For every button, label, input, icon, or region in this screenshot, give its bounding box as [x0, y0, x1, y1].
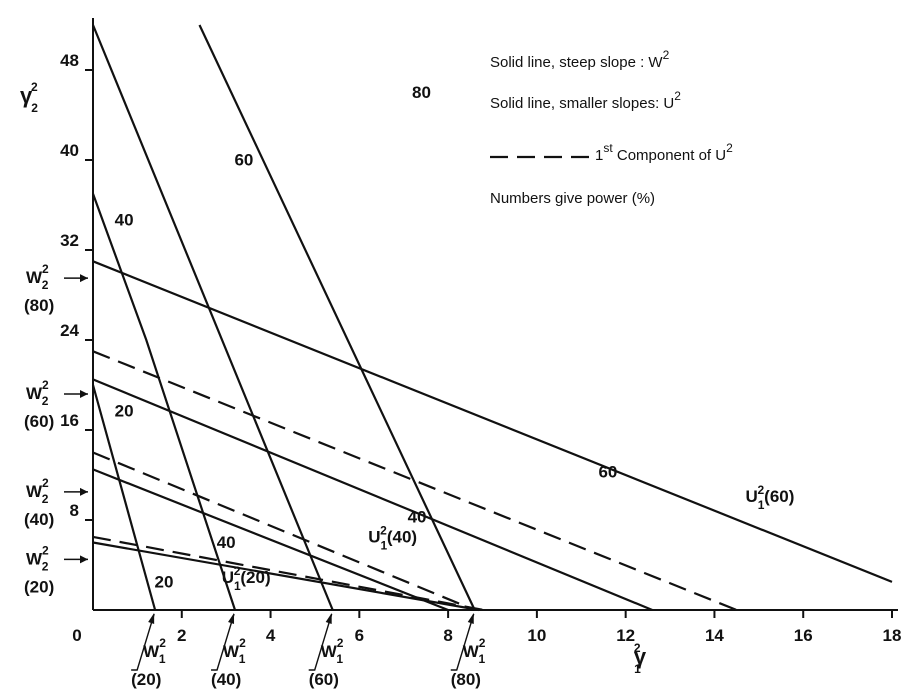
series-line-9: [92, 535, 484, 612]
w1-arrowhead: [467, 613, 474, 624]
power-label: 40: [217, 533, 236, 552]
power-label: 20: [115, 402, 134, 421]
legend-entry-steep: Solid line, steep slope : W2: [490, 48, 670, 71]
x-tick-label: 18: [883, 626, 902, 645]
w1-label: W2 1: [463, 636, 486, 666]
series-line-4: [198, 24, 476, 611]
w1-arrowhead: [228, 613, 235, 624]
legend-entry-component: 1st Component of U2: [595, 141, 733, 164]
u1-label: U12(20): [222, 564, 271, 593]
x-tick-label: 6: [355, 626, 364, 645]
power-label: 40: [408, 507, 427, 526]
w2-label: W2 2: [26, 378, 49, 408]
power-label: 60: [598, 462, 617, 481]
x-tick-label: 0: [72, 626, 81, 645]
w2-power-label: (20): [24, 577, 54, 596]
w1-arrowhead: [148, 613, 155, 624]
series-line-11: [92, 350, 738, 612]
w2-label: W2 2: [26, 476, 49, 506]
w1-label: W2 1: [223, 636, 246, 666]
x-tick-label: 12: [616, 626, 635, 645]
w2-arrowhead: [80, 390, 88, 398]
y-axis-label: γ22: [20, 80, 38, 115]
series-line-5: [92, 541, 480, 612]
y-tick-label: 8: [70, 501, 79, 520]
y-tick-label: 48: [60, 51, 79, 70]
x-tick-label: 4: [266, 626, 276, 645]
x-tick-label: 14: [705, 626, 724, 645]
x-tick-label: 8: [443, 626, 452, 645]
series-line-7: [92, 378, 653, 612]
w1-power-label: (60): [309, 670, 339, 689]
w1-arrowhead: [325, 613, 332, 624]
u1-label: U12(60): [746, 483, 795, 512]
w1-arrow-line: [211, 613, 235, 671]
legend-entry-smaller: Solid line, smaller slopes: U2: [490, 89, 681, 112]
series-line-2: [91, 193, 237, 611]
x-tick-label: 10: [527, 626, 546, 645]
w1-arrow-line: [308, 613, 333, 671]
power-label: 80: [412, 83, 431, 102]
series-line-3: [91, 24, 334, 611]
w1-power-label: (40): [211, 670, 241, 689]
power-label: 20: [155, 573, 174, 592]
w1-label: W2 1: [321, 636, 344, 666]
y-tick-label: 16: [60, 411, 79, 430]
w2-power-label: (60): [24, 412, 54, 431]
w2-label: W2 2: [26, 543, 49, 573]
series-line-10: [92, 451, 476, 612]
w2-label: W2 2: [26, 262, 49, 292]
series-line-6: [92, 468, 449, 612]
w2-arrowhead: [80, 555, 88, 564]
power-label: 40: [115, 210, 134, 229]
x-tick-label: 16: [794, 626, 813, 645]
y-tick-label: 32: [60, 231, 79, 250]
w1-arrow-line: [131, 613, 155, 671]
u1-label: U12(40): [368, 524, 417, 553]
w2-arrowhead: [80, 487, 88, 496]
legend-entry-numbers: Numbers give power (%): [490, 190, 655, 207]
x-tick-label: 2: [177, 626, 186, 645]
w1-power-label: (80): [451, 670, 481, 689]
x-axis-label: γ12: [634, 641, 647, 676]
w1-arrow-line: [450, 613, 475, 671]
y-tick-label: 24: [60, 321, 79, 340]
power-label: 60: [234, 151, 253, 170]
w2-power-label: (80): [24, 296, 54, 315]
w2-arrowhead: [80, 274, 88, 283]
w2-power-label: (40): [24, 510, 54, 529]
y-tick-label: 40: [60, 141, 79, 160]
series-line-8: [92, 260, 893, 583]
w1-label: W2 1: [143, 636, 166, 666]
w1-power-label: (20): [131, 670, 161, 689]
series-line-1: [91, 384, 157, 611]
